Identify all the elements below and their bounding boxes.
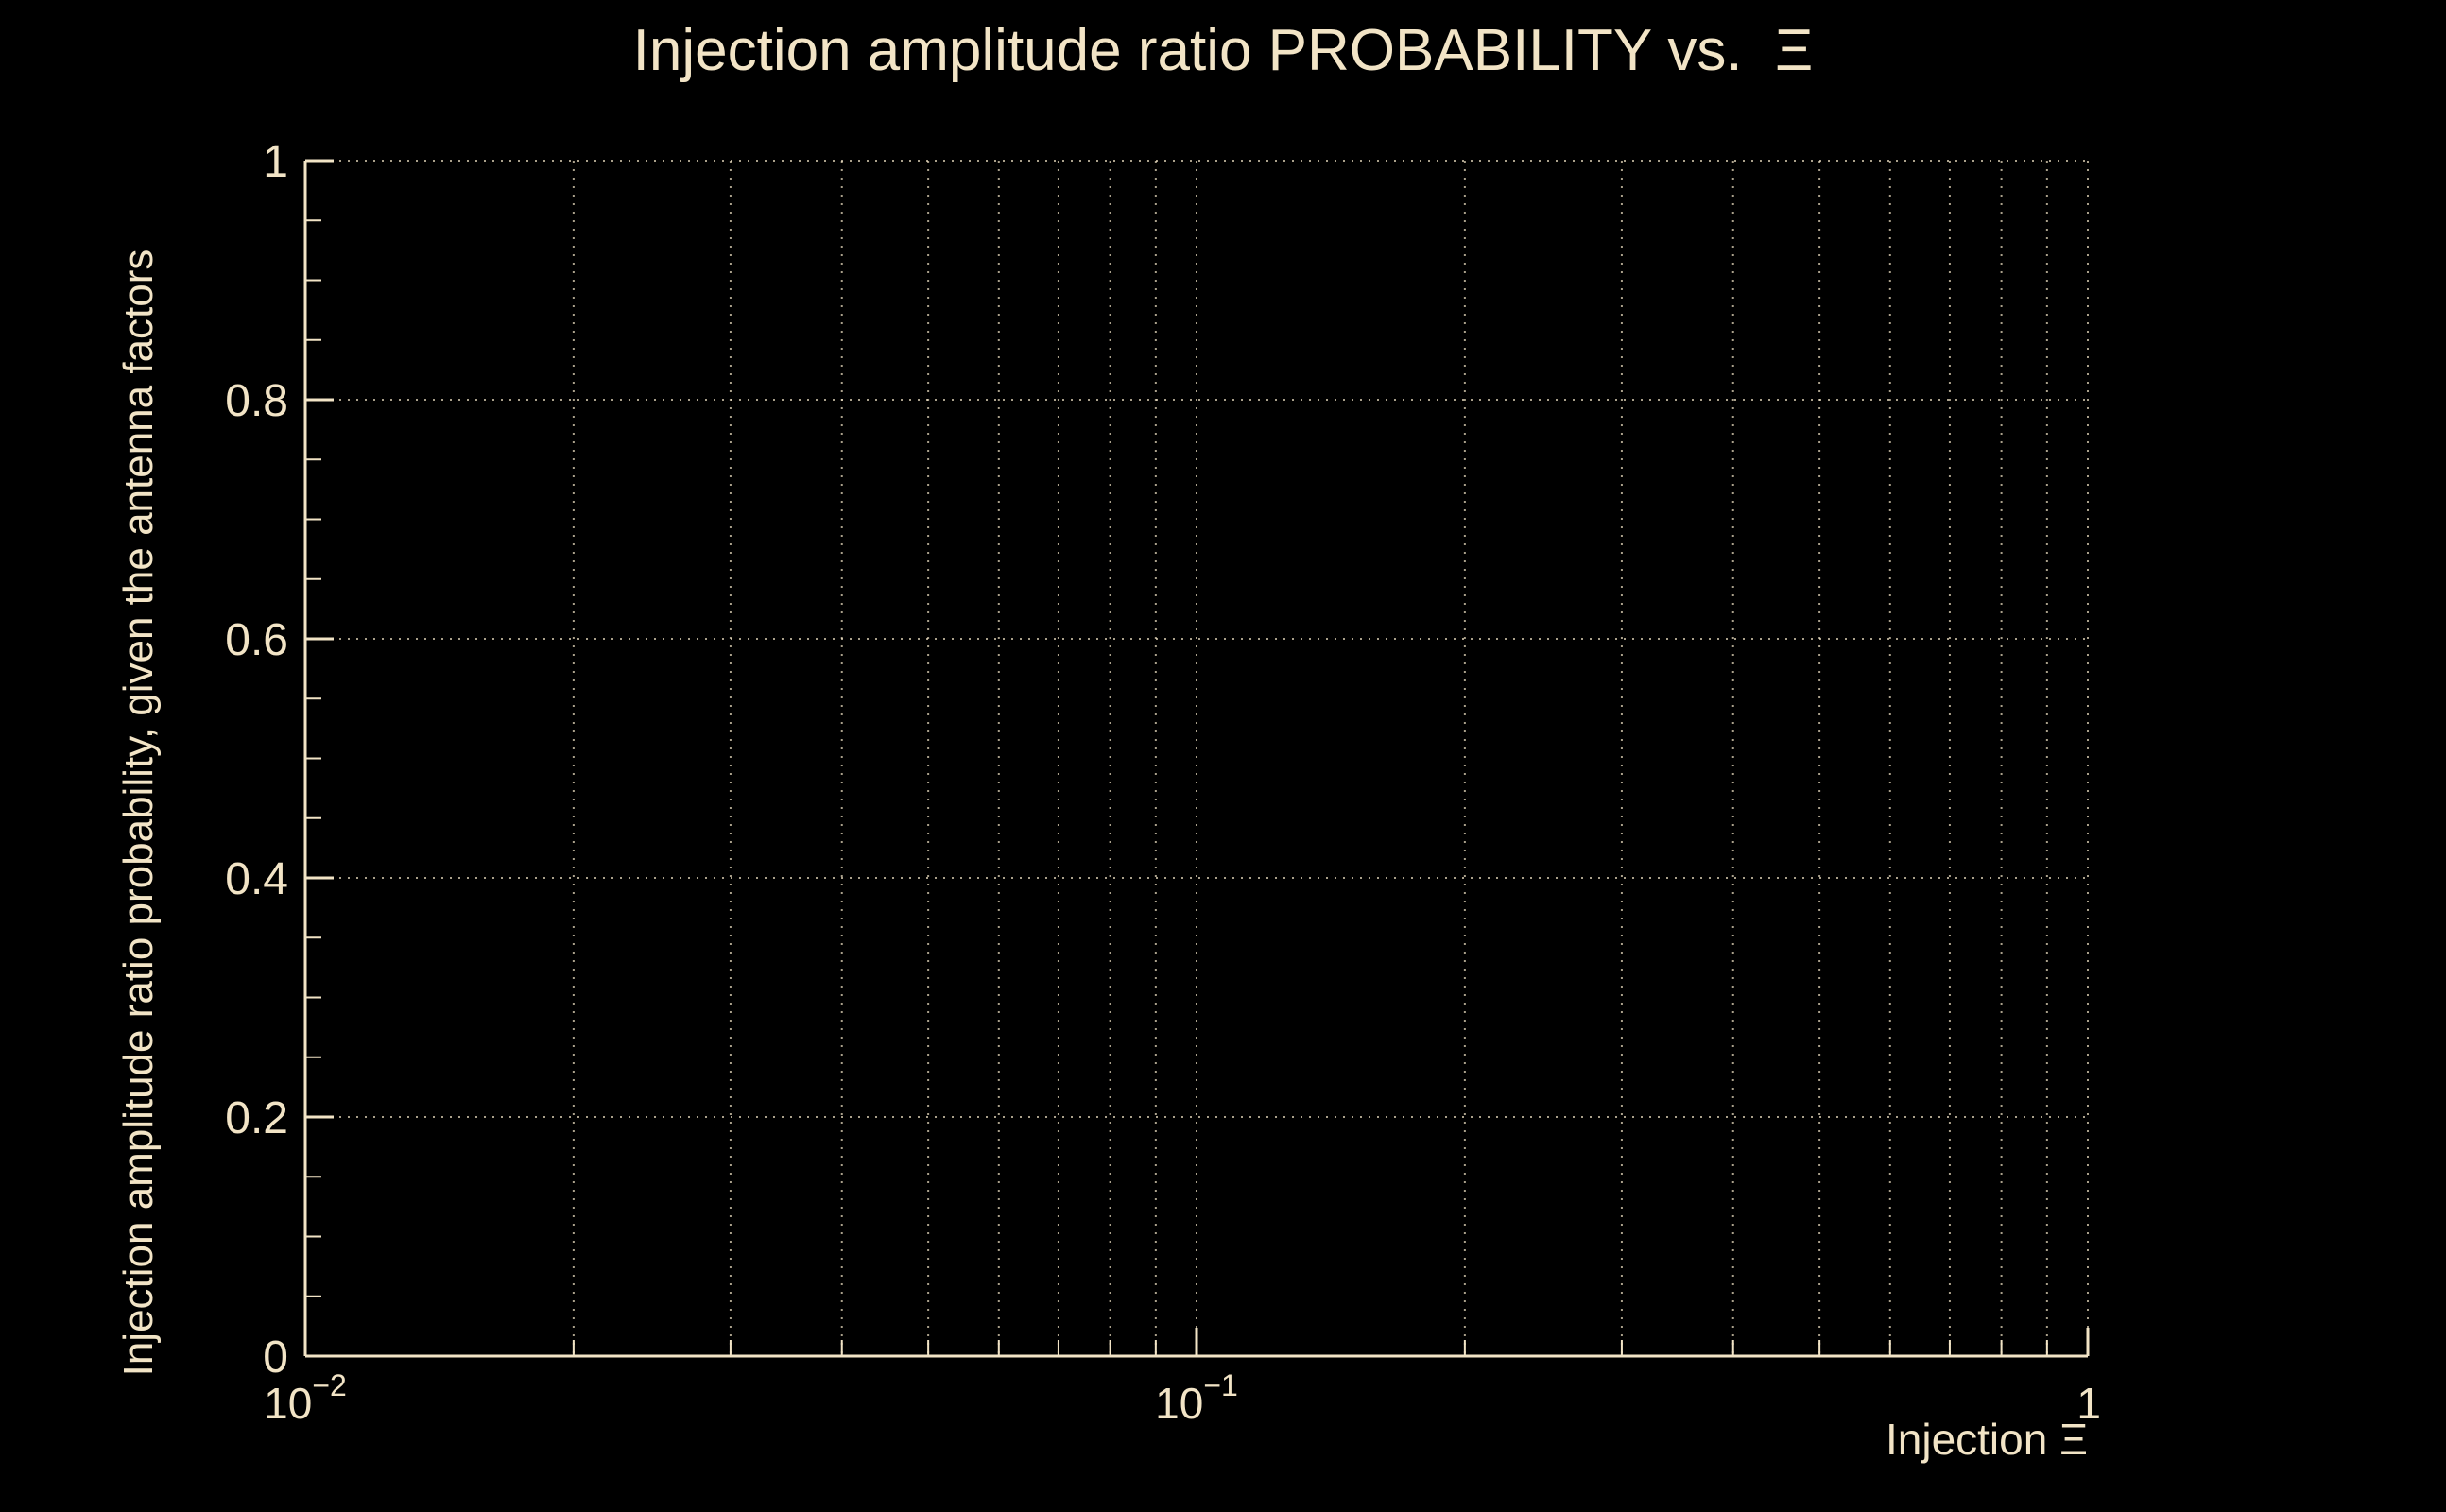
x-tick-label: 10−1	[1155, 1368, 1238, 1428]
y-tick-label: 0.6	[225, 615, 288, 665]
y-tick-label: 0.2	[225, 1093, 288, 1143]
y-tick-label: 0.8	[225, 376, 288, 426]
x-tick-label: 1	[2076, 1379, 2101, 1428]
y-tick-label: 1	[263, 137, 288, 187]
y-tick-label: 0	[263, 1332, 288, 1383]
x-axis-label: Injection Ξ	[1885, 1415, 2088, 1464]
x-tick-label: 10−2	[264, 1368, 347, 1428]
y-tick-label: 0.4	[225, 854, 288, 904]
chart-title: Injection amplitude ratio PROBABILITY vs…	[632, 18, 1814, 83]
